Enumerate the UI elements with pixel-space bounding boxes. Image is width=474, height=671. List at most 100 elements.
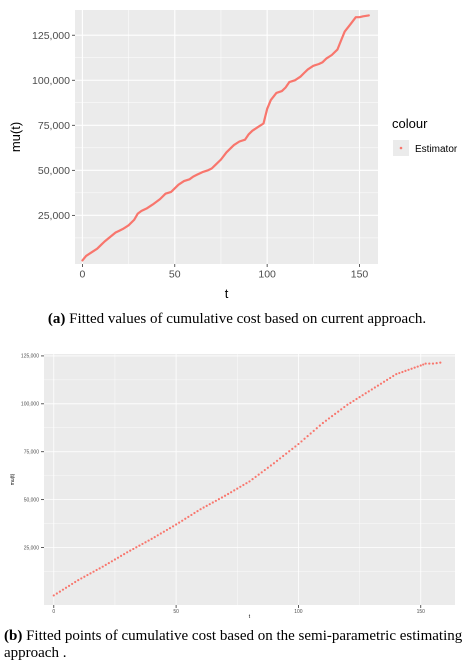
caption-b-tag: (b) [4, 628, 23, 644]
y-tick-label: 50,000 [24, 497, 40, 503]
data-point [83, 575, 86, 578]
y-tick-label: 75,000 [24, 449, 40, 455]
x-tick-label: 50 [169, 269, 181, 281]
data-point [340, 408, 343, 411]
data-point [150, 537, 153, 540]
data-point [245, 482, 248, 485]
data-point [410, 367, 413, 370]
data-point [291, 447, 294, 450]
caption-a-tag: (a) [47, 311, 66, 327]
data-point [107, 561, 110, 565]
data-point [303, 437, 306, 440]
chart-a-axes: 0 50 100 150 25,000 50,000 75,000 100,000 125,00… [8, 30, 368, 301]
y-tick-label: 100,000 [21, 402, 39, 408]
data-point [236, 487, 239, 490]
y-tick-label: 25,000 [24, 545, 40, 551]
data-point [389, 376, 392, 380]
data-point [119, 554, 123, 558]
data-point [202, 506, 205, 509]
data-point [147, 539, 150, 542]
data-point [214, 499, 217, 502]
plot-panel-background [75, 10, 378, 264]
data-point [116, 556, 120, 559]
data-point [126, 551, 129, 554]
chart-b: 0 50 100 150 25,000 50,000 75,000 100,000 125,00… [10, 354, 455, 620]
data-point [254, 475, 257, 478]
data-point [226, 492, 230, 496]
plot-panel-background [44, 354, 455, 605]
data-point [315, 427, 318, 430]
data-point [346, 403, 349, 406]
data-point [80, 577, 83, 580]
legend-entry-label: Estimator [415, 144, 458, 155]
data-point [175, 523, 178, 526]
data-point [401, 370, 404, 374]
data-point [386, 378, 389, 381]
x-tick-label: 0 [52, 609, 55, 615]
data-point [230, 491, 233, 494]
data-point [181, 519, 184, 522]
data-point [404, 369, 407, 372]
data-point [156, 534, 159, 537]
data-point [199, 508, 202, 511]
data-point [306, 435, 309, 438]
data-point [251, 478, 254, 481]
y-tick-label: 50,000 [38, 165, 70, 177]
data-point [416, 365, 419, 368]
y-axis-label: mu(t) [10, 473, 16, 485]
data-point [376, 384, 380, 387]
data-point [297, 442, 300, 446]
data-point [334, 412, 337, 415]
data-point [129, 549, 132, 552]
data-point [257, 473, 260, 476]
data-point [193, 511, 196, 515]
data-point [190, 513, 193, 517]
y-tick-label: 25,000 [38, 210, 70, 222]
data-point [422, 363, 425, 366]
data-point [327, 417, 331, 420]
data-point [184, 517, 187, 520]
data-point [439, 361, 442, 364]
data-point [98, 567, 101, 570]
data-point [92, 570, 95, 573]
data-point [141, 542, 144, 546]
x-tick-label: 150 [351, 269, 369, 281]
data-point [178, 521, 181, 524]
data-point [242, 483, 245, 487]
data-point [74, 580, 77, 584]
data-point [67, 584, 71, 587]
data-point [321, 421, 324, 425]
data-point [101, 565, 104, 568]
data-point [282, 454, 285, 458]
data-point [187, 515, 190, 518]
data-point [428, 362, 431, 365]
data-point [196, 510, 199, 513]
data-point [165, 528, 169, 532]
data-point [266, 466, 269, 469]
data-point [352, 399, 355, 403]
chart-a: 0 50 100 150 25,000 50,000 75,000 100,000 125,00… [8, 10, 458, 301]
data-point [52, 594, 55, 597]
data-point [220, 496, 224, 499]
x-tick-label: 50 [173, 609, 179, 615]
x-tick-label: 100 [294, 609, 303, 615]
data-point [370, 388, 373, 391]
data-point [233, 489, 236, 492]
x-tick-label: 150 [417, 609, 426, 615]
data-point [364, 392, 367, 395]
series-line-estimator [81, 14, 370, 262]
data-point [168, 527, 172, 530]
data-point [144, 541, 147, 544]
data-point [89, 572, 92, 575]
data-point [208, 503, 211, 506]
data-point [95, 568, 98, 572]
data-point [288, 450, 291, 453]
data-point [285, 452, 288, 455]
data-point [330, 415, 334, 418]
data-point [337, 410, 340, 413]
data-point [398, 371, 401, 375]
data-point [86, 573, 89, 577]
data-point [419, 364, 422, 367]
data-point [358, 396, 361, 399]
data-point [58, 590, 62, 593]
